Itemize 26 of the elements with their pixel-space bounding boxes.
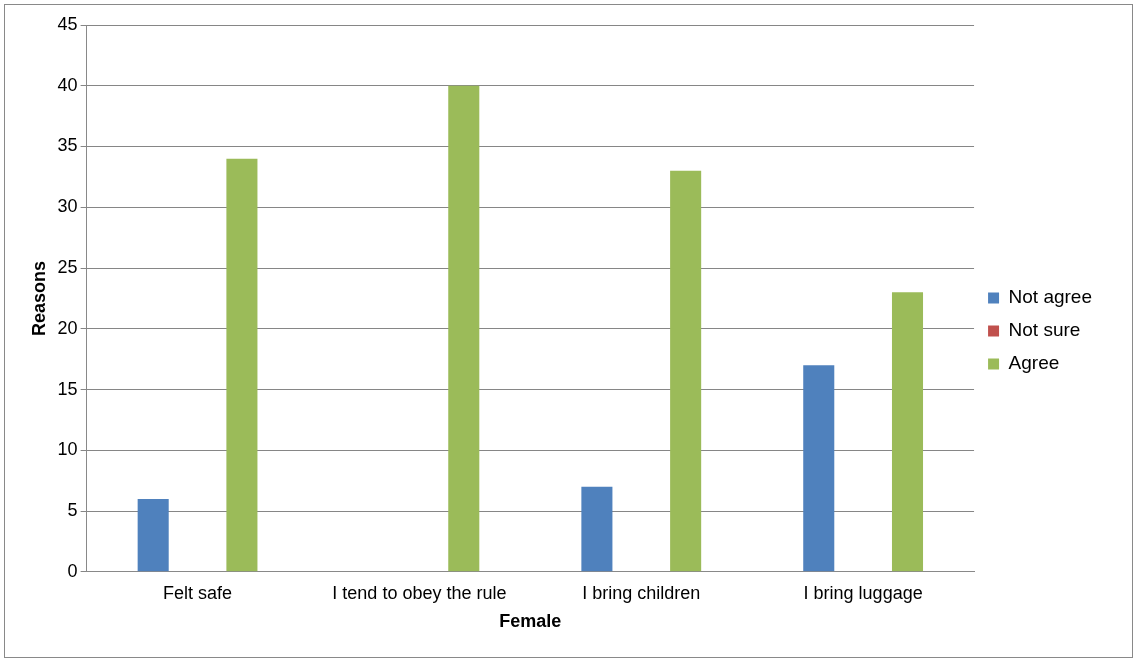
bar — [891, 292, 924, 572]
legend-label: Agree — [1008, 352, 1060, 374]
bar — [226, 158, 258, 572]
y-tick-label: 25 — [57, 256, 78, 277]
bar — [670, 170, 702, 572]
y-tick-label: 0 — [67, 560, 78, 581]
y-tick-label: 35 — [57, 135, 78, 156]
bar — [448, 85, 480, 572]
y-axis-title: Reasons — [28, 260, 49, 336]
y-tick-label: 5 — [67, 500, 78, 521]
y-tick-label: 45 — [57, 13, 78, 34]
y-tick-label: 20 — [57, 317, 78, 338]
bar — [137, 498, 169, 572]
y-tick-label: 15 — [57, 378, 78, 399]
x-tick-label: Felt safe — [163, 582, 233, 603]
y-tick-label: 30 — [57, 196, 78, 217]
bar — [803, 365, 835, 572]
x-tick-label: I bring children — [582, 582, 701, 603]
bar — [581, 486, 613, 572]
y-tick-label: 10 — [57, 439, 78, 460]
y-tick-label: 40 — [57, 74, 78, 95]
x-tick-label: I tend to obey the rule — [332, 582, 507, 603]
legend-label: Not sure — [1008, 319, 1081, 341]
x-tick-label: I bring luggage — [803, 582, 923, 603]
x-axis-title: Female — [499, 611, 562, 632]
legend-label: Not agree — [1008, 286, 1093, 308]
